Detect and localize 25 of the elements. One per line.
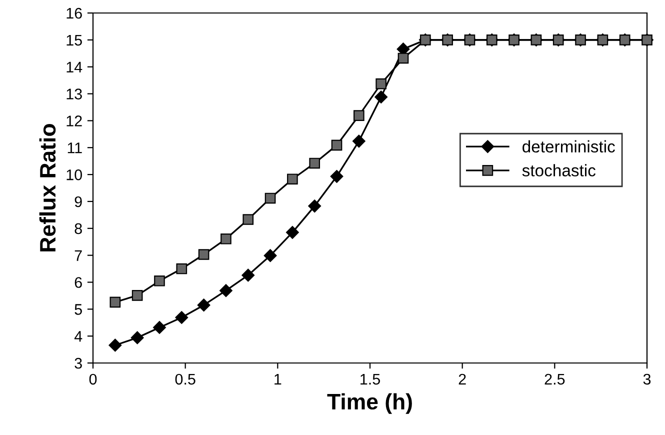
- y-tick-label: 10: [66, 169, 82, 180]
- y-tick-label: 14: [66, 62, 82, 72]
- y-tick-label: 15: [66, 34, 82, 46]
- x-tick-label: 2: [458, 374, 466, 384]
- x-tick-label: 1: [274, 374, 282, 384]
- y-tick-label: 6: [74, 277, 82, 288]
- y-tick-label: 13: [66, 88, 82, 100]
- x-axis-title: Time (h): [327, 393, 412, 414]
- x-tick-label: 0.5: [175, 374, 196, 385]
- y-tick-label: 7: [74, 250, 82, 261]
- y-tick-label: 8: [74, 223, 82, 234]
- y-tick-label: 9: [74, 196, 82, 208]
- legend-label: deterministic: [522, 140, 615, 153]
- x-tick-label: 0: [89, 374, 97, 385]
- x-tick-label: 1.5: [360, 374, 380, 385]
- x-tick-label: 3: [643, 374, 651, 385]
- y-axis-title: Reflux Ratio: [39, 124, 56, 252]
- legend-label: stochastic: [522, 164, 596, 176]
- y-tick-label: 3: [74, 358, 82, 369]
- x-tick-label: 2.5: [544, 374, 565, 385]
- y-tick-label: 12: [66, 116, 82, 126]
- y-tick-label: 11: [68, 142, 82, 154]
- y-tick-label: 5: [74, 304, 82, 315]
- y-tick-label: 16: [66, 8, 82, 19]
- y-tick-label: 4: [74, 331, 82, 342]
